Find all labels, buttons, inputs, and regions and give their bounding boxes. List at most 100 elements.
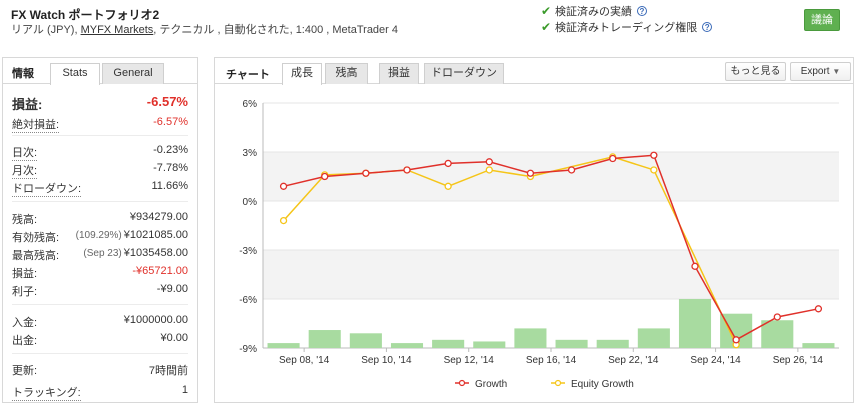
- series-line: [283, 154, 819, 341]
- discuss-button[interactable]: 議論: [804, 9, 840, 31]
- stat-value: 11.66%: [151, 180, 189, 192]
- help-icon[interactable]: ?: [702, 22, 713, 32]
- bar: [432, 339, 465, 348]
- stat-label: 入金:: [12, 317, 38, 329]
- data-point: [362, 169, 370, 177]
- grid-band: [263, 152, 839, 201]
- data-point: [773, 313, 781, 321]
- data-point: [650, 151, 658, 159]
- verified-trading-privileges-label: 検証済みトレーディング権限: [555, 22, 698, 34]
- info-panel: 情報 Stats General 損益: -6.57% 絶対損益: -6.57%…: [2, 57, 198, 403]
- stat-interest: 利子: -¥9.00: [12, 283, 188, 299]
- stat-value: 7時間前: [148, 365, 188, 377]
- bar: [596, 339, 629, 348]
- stat-value: -0.23%: [153, 144, 188, 156]
- stat-label[interactable]: ドローダウン:: [12, 180, 82, 197]
- bar: [514, 328, 547, 348]
- tab-general[interactable]: General: [102, 63, 164, 84]
- more-button[interactable]: もっと見る: [725, 62, 786, 81]
- export-button[interactable]: Export ▼: [790, 62, 851, 81]
- data-point: [485, 158, 493, 166]
- verified-track-record: ✔ 検証済みの実績 ?: [541, 3, 647, 19]
- stat-note: (Sep 23): [83, 248, 122, 259]
- chart-tabs: チャート 成長 残高 損益 ドローダウン もっと見る Export ▼: [215, 58, 853, 85]
- stat-label[interactable]: トラッキング:: [12, 384, 81, 401]
- stat-label: 有効残高:: [12, 232, 60, 244]
- divider: [12, 135, 188, 136]
- info-tabs: 情報 Stats General: [3, 58, 197, 85]
- system-subtitle: リアル (JPY), MYFX Markets, テクニカル , 自動化された,…: [11, 21, 398, 37]
- stat-balance: 残高: ¥934279.00: [12, 211, 188, 227]
- divider: [12, 201, 188, 202]
- stat-highest-balance: 最高残高: (Sep 23) ¥1035458.00: [12, 247, 188, 263]
- help-icon[interactable]: ?: [637, 6, 647, 16]
- data-point: [814, 305, 823, 313]
- tab-growth[interactable]: 成長: [282, 63, 322, 85]
- stat-label[interactable]: 絶対損益:: [12, 116, 60, 133]
- verified-track-record-label: 検証済みの実績: [555, 6, 632, 18]
- stat-profit: 損益: -6.57%: [12, 94, 188, 112]
- x-tick-label: Sep 08, '14: [279, 355, 330, 366]
- tab-profit[interactable]: 損益: [379, 63, 419, 84]
- verified-trading-privileges: ✔ 検証済みトレーディング権限 ?: [541, 19, 713, 35]
- y-tick-label: 3%: [243, 148, 258, 159]
- broker-link[interactable]: MYFX Markets: [80, 24, 154, 36]
- data-point: [444, 182, 452, 190]
- legend-marker: [554, 379, 562, 387]
- account-info: リアル (JPY),: [11, 24, 81, 36]
- tab-balance[interactable]: 残高: [325, 63, 368, 84]
- stat-value: -6.57%: [146, 94, 188, 109]
- stat-label[interactable]: 月次:: [12, 162, 38, 179]
- series-line: [283, 156, 737, 346]
- data-point: [567, 166, 576, 174]
- stat-withdrawals: 出金: ¥0.00: [12, 332, 188, 348]
- stat-label[interactable]: 日次:: [12, 144, 38, 161]
- data-point: [691, 262, 699, 270]
- tab-drawdown[interactable]: ドローダウン: [424, 63, 504, 84]
- bar: [678, 299, 712, 348]
- stat-value-group: (109.29%) ¥1021085.00: [76, 229, 188, 241]
- check-icon: ✔: [541, 4, 552, 18]
- stat-value-group: (Sep 23) ¥1035458.00: [83, 247, 188, 259]
- bar: [802, 343, 835, 348]
- bar: [267, 343, 300, 348]
- data-point: [279, 216, 288, 225]
- data-point: [444, 159, 452, 168]
- stat-value: ¥0.00: [160, 332, 188, 344]
- stat-profit-loss: 損益: -¥65721.00: [12, 265, 188, 281]
- stat-daily: 日次: -0.23%: [12, 144, 188, 161]
- stat-label: 損益:: [12, 97, 43, 112]
- check-icon: ✔: [541, 20, 552, 34]
- y-tick-label: 6%: [243, 99, 258, 110]
- divider: [12, 304, 188, 305]
- tab-stats[interactable]: Stats: [50, 63, 100, 85]
- data-point: [403, 166, 411, 174]
- stat-deposits: 入金: ¥1000000.00: [12, 314, 188, 330]
- system-title: FX Watch ポートフォリオ2: [11, 8, 160, 22]
- data-point: [279, 182, 288, 190]
- page-header: FX Watch ポートフォリオ2 リアル (JPY), MYFX Market…: [0, 0, 856, 40]
- data-point: [732, 336, 740, 344]
- data-point: [321, 172, 329, 181]
- stat-value: -¥9.00: [156, 283, 188, 295]
- stat-tracking: トラッキング: 1: [12, 384, 188, 401]
- divider: [12, 353, 188, 354]
- stat-value: -7.78%: [153, 162, 188, 174]
- stat-value: ¥1000000.00: [123, 314, 188, 326]
- legend-label: Equity Growth: [571, 379, 634, 390]
- x-tick-label: Sep 10, '14: [361, 355, 412, 366]
- stat-label: 最高残高:: [12, 250, 60, 262]
- stat-note: (109.29%): [75, 230, 122, 241]
- stat-value: ¥934279.00: [129, 211, 188, 223]
- y-tick-label: -6%: [239, 295, 257, 306]
- account-details: , テクニカル , 自動化された, 1:400 , MetaTrader 4: [153, 24, 399, 36]
- x-tick-label: Sep 16, '14: [526, 355, 577, 366]
- chart-panel: チャート 成長 残高 損益 ドローダウン もっと見る Export ▼ 6% 3%…: [214, 57, 854, 403]
- x-tick-label: Sep 12, '14: [444, 355, 495, 366]
- chart-title: チャート: [226, 69, 270, 81]
- stat-label: 更新:: [12, 365, 38, 377]
- stat-updated: 更新: 7時間前: [12, 362, 188, 378]
- chevron-down-icon: ▼: [832, 67, 841, 76]
- growth-chart[interactable]: 6% 3% 0% -3% -6% -9% Sep 08, '14 Sep 10, '14 Sep…: [215, 85, 853, 403]
- bar: [473, 341, 506, 348]
